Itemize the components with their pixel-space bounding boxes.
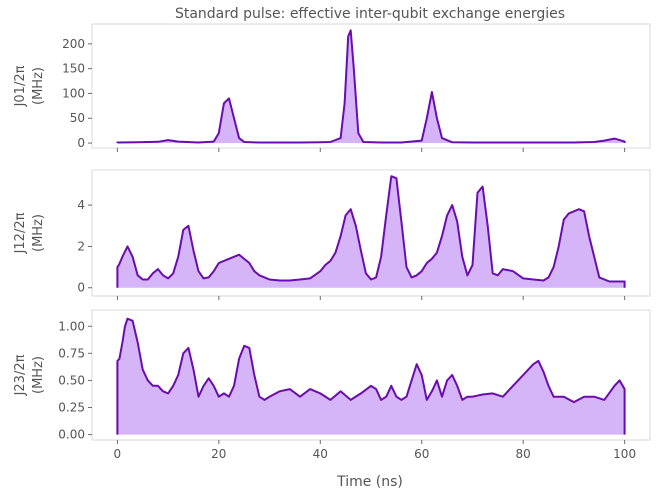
y-axis-label: J01/2π (13, 65, 28, 107)
x-tick-label: 20 (211, 447, 226, 461)
y-axis-label: J23/2π (13, 354, 28, 396)
panel-frame (91, 309, 651, 441)
x-tick-label: 40 (313, 447, 328, 461)
panel-frame (91, 169, 651, 297)
y-tick-label: 0.75 (58, 346, 85, 360)
x-tick-label: 60 (414, 447, 429, 461)
x-axis-label: Time (ns) (336, 474, 403, 490)
panel-1: 0 2 4 J12/2π (MHz) (13, 169, 651, 300)
x-tick-label: 0 (114, 447, 122, 461)
panel-frame (91, 23, 651, 149)
series-line (116, 29, 626, 144)
y-tick-label: 50 (70, 111, 85, 125)
y-tick-label: 0.00 (58, 428, 85, 442)
y-axis-unit: (MHz) (31, 356, 46, 394)
series-line (116, 175, 626, 288)
y-axis-unit: (MHz) (31, 67, 46, 105)
panel-2: 0.00 0.25 0.50 0.75 1.00 0 20 40 60 80 100 J23/2π (M… (13, 309, 651, 461)
series-line (116, 317, 626, 435)
y-tick-label: 0.25 (58, 401, 85, 415)
y-axis-unit: (MHz) (31, 214, 46, 252)
x-tick-label: 80 (516, 447, 531, 461)
y-tick-label: 4 (77, 198, 85, 212)
series-area (117, 318, 625, 435)
y-tick-label: 0.50 (58, 373, 85, 387)
series-area (117, 176, 625, 288)
y-tick-label: 200 (62, 37, 85, 51)
y-axis-label: J12/2π (13, 212, 28, 254)
y-tick-label: 150 (62, 62, 85, 76)
y-tick-label: 1.00 (58, 319, 85, 333)
y-tick-label: 2 (77, 239, 85, 253)
y-tick-label: 100 (62, 86, 85, 100)
chart-title: Standard pulse: effective inter-qubit ex… (175, 6, 565, 22)
panel-0: 0 50 100 150 200 J01/2π (MHz) (13, 23, 651, 152)
x-tick-label: 100 (613, 447, 636, 461)
y-tick-label: 0 (77, 281, 85, 295)
series-area (117, 30, 625, 143)
y-tick-label: 0 (77, 136, 85, 150)
